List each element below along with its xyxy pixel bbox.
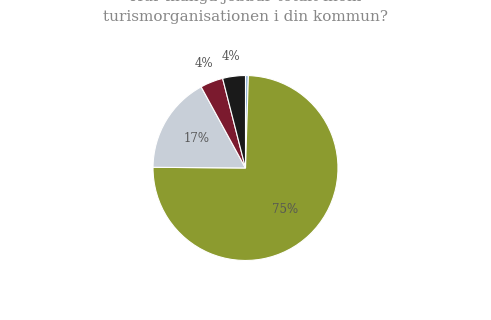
Text: 17%: 17% [183,132,209,145]
Text: 4%: 4% [195,57,214,69]
Text: 4%: 4% [222,50,241,62]
Wedge shape [153,76,338,260]
Wedge shape [201,78,246,168]
Text: 75%: 75% [272,203,299,216]
Wedge shape [246,76,248,168]
Wedge shape [153,87,246,168]
Wedge shape [222,76,246,168]
Title: Hur många jobbar totalt inom
turismorganisationen i din kommun?: Hur många jobbar totalt inom turismorgan… [103,0,388,24]
